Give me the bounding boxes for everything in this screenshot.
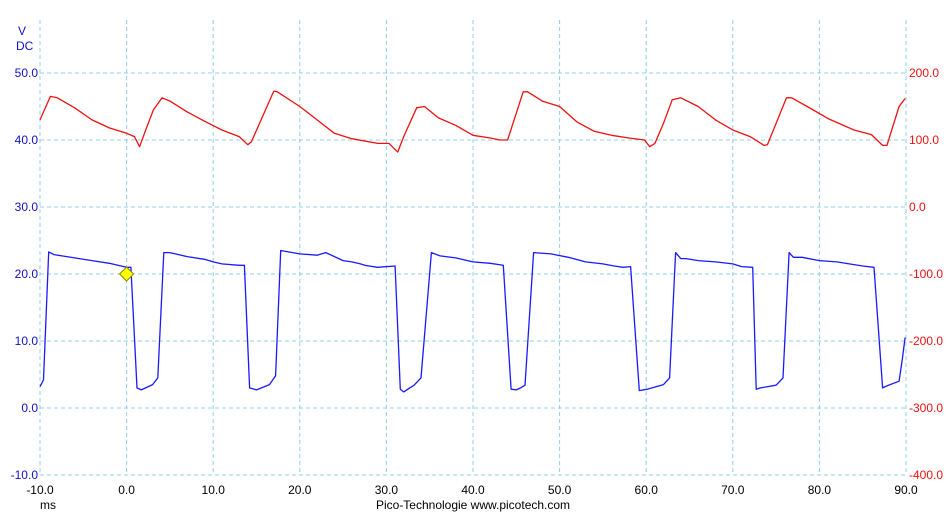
right-tick-label: 200.0: [909, 66, 939, 80]
x-tick-label: -10.0: [26, 483, 54, 497]
x-tick-label: 80.0: [808, 483, 832, 497]
left-tick-label: 20.0: [15, 267, 39, 281]
left-tick-label: 10.0: [15, 334, 39, 348]
x-axis-tick-labels: -10.0 0.0 10.0 20.0 30.0 40.0 50.0 60.0 70.0 80.0…: [26, 483, 918, 497]
right-tick-label: -300.0: [909, 401, 943, 415]
left-tick-label: 30.0: [15, 200, 39, 214]
x-tick-label: 50.0: [548, 483, 572, 497]
credit-label: Pico-Technologie www.picotech.com: [376, 498, 570, 512]
x-tick-label: 70.0: [721, 483, 745, 497]
blue-channel-trace: [39, 249, 906, 393]
right-tick-label: 0.0: [909, 200, 926, 214]
left-axis-coupling-label: DC: [16, 39, 34, 53]
right-tick-label: -400.0: [909, 468, 943, 482]
right-tick-label: -100.0: [909, 267, 943, 281]
right-tick-label: -200.0: [909, 334, 943, 348]
right-axis-tick-labels: -400.0 -300.0 -200.0 -100.0 0.0 100.0 200.0: [909, 66, 943, 482]
x-tick-label: 60.0: [635, 483, 659, 497]
left-tick-label: 0.0: [21, 401, 38, 415]
trigger-marker[interactable]: [118, 266, 135, 282]
x-tick-label: 0.0: [118, 483, 135, 497]
grid-lines: [39, 20, 907, 476]
left-axis-tick-labels: -10.0 0.0 10.0 20.0 30.0 40.0 50.0: [11, 66, 39, 482]
x-tick-label: 30.0: [375, 483, 399, 497]
x-axis-unit-label: ms: [40, 498, 56, 512]
x-tick-label: 20.0: [288, 483, 312, 497]
x-tick-label: 40.0: [461, 483, 485, 497]
left-tick-label: 50.0: [15, 66, 39, 80]
waveform-series: [39, 90, 906, 393]
left-tick-label: 40.0: [15, 133, 39, 147]
left-tick-label: -10.0: [11, 468, 39, 482]
left-axis-unit-label: V: [18, 24, 26, 38]
right-tick-label: 100.0: [909, 133, 939, 147]
red-channel-trace: [39, 90, 906, 153]
x-tick-label: 90.0: [894, 483, 918, 497]
x-tick-label: 10.0: [202, 483, 226, 497]
